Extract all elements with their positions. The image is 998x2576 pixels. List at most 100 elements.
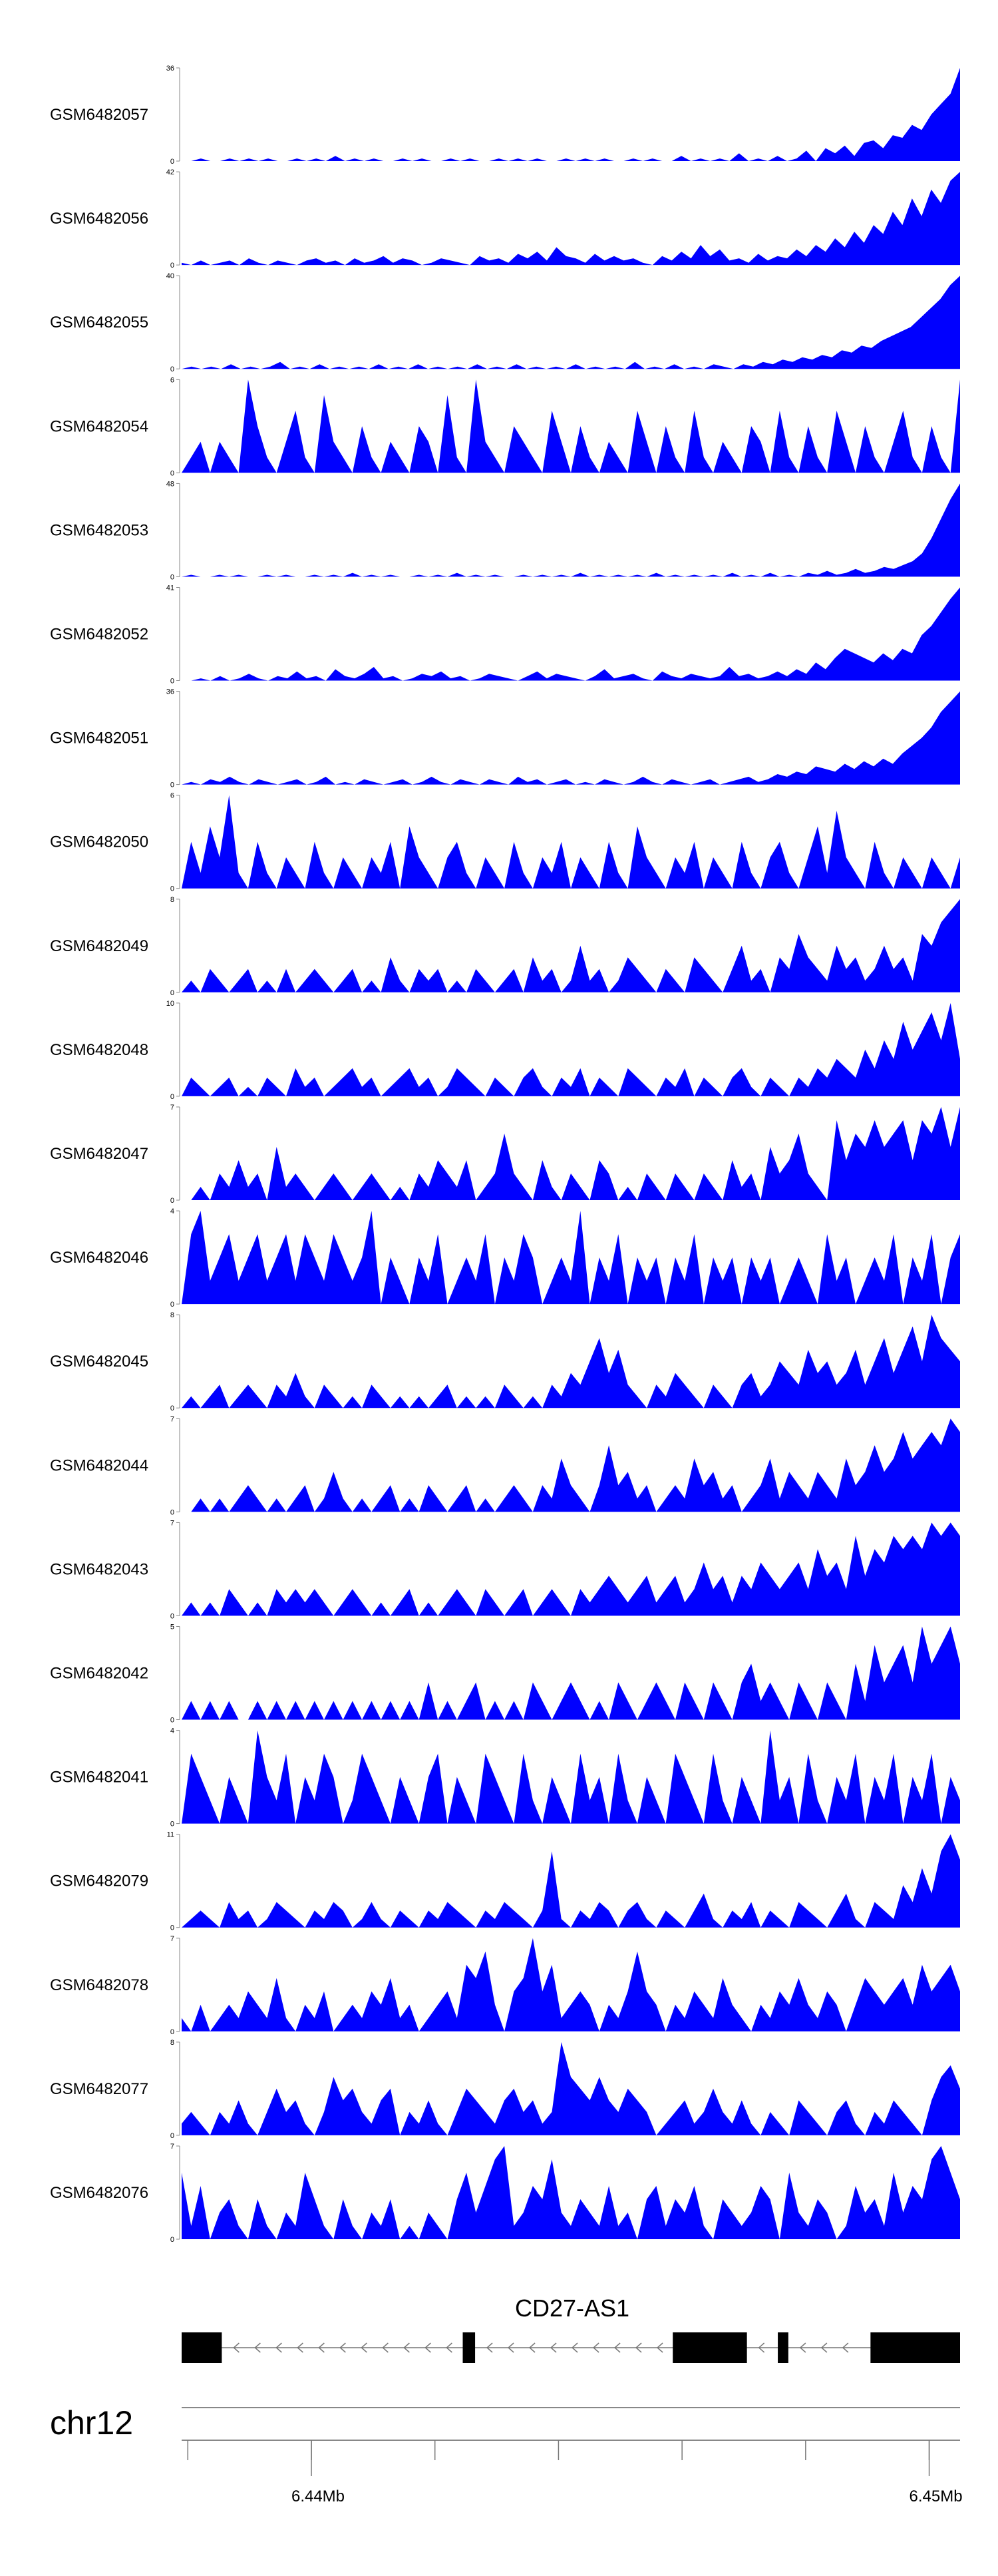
strand-arrow [361, 2342, 367, 2353]
y-max-label: 6 [170, 376, 174, 384]
coverage-area [182, 1730, 960, 1824]
chromosome-label: chr12 [50, 2404, 133, 2442]
y-max-label: 36 [166, 688, 174, 696]
track-label: GSM6482055 [50, 314, 148, 331]
track-label: GSM6482057 [50, 106, 148, 124]
strand-arrow [613, 2342, 621, 2353]
track-label: GSM6482047 [50, 1145, 148, 1163]
strand-arrow [820, 2342, 828, 2353]
track-GSM6482041: GSM6482041 4 0 [50, 1727, 960, 1828]
y-max-label: 41 [166, 584, 174, 592]
y-max-label: 4 [170, 1727, 174, 1735]
gene-label: CD27-AS1 [515, 2294, 629, 2322]
track-label: GSM6482048 [50, 1041, 148, 1059]
track-label: GSM6482054 [50, 417, 148, 435]
strand-arrow [403, 2342, 410, 2353]
track-GSM6482079: GSM6482079 11 0 [50, 1831, 960, 1932]
strand-arrow [446, 2342, 452, 2353]
y-min-label: 0 [170, 1301, 174, 1309]
y-max-label: 7 [170, 2143, 174, 2151]
track-GSM6482056: GSM6482056 42 0 [50, 168, 960, 270]
coverage-area [182, 1522, 960, 1616]
coverage-area [182, 276, 960, 369]
y-min-label: 0 [170, 781, 174, 789]
track-GSM6482051: GSM6482051 36 0 [50, 688, 960, 789]
y-max-label: 40 [166, 272, 174, 280]
track-GSM6482055: GSM6482055 40 0 [50, 272, 960, 373]
strand-arrow [233, 2342, 240, 2353]
coverage-area [182, 379, 960, 473]
y-min-label: 0 [170, 1404, 174, 1412]
track-GSM6482076: GSM6482076 7 0 [50, 2143, 960, 2244]
axis-tick-label: 6.44Mb [291, 2487, 345, 2505]
y-max-label: 7 [170, 1519, 174, 1527]
track-GSM6482049: GSM6482049 8 0 [50, 896, 960, 997]
y-max-label: 36 [166, 65, 174, 73]
track-GSM6482050: GSM6482050 6 0 [50, 792, 960, 893]
y-max-label: 8 [170, 896, 174, 904]
y-max-label: 48 [166, 480, 174, 488]
strand-arrow [842, 2342, 849, 2353]
track-label: GSM6482045 [50, 1353, 148, 1371]
strand-arrow [656, 2342, 663, 2353]
y-min-label: 0 [170, 1717, 174, 1725]
y-max-label: 42 [166, 168, 174, 176]
y-max-label: 5 [170, 1623, 174, 1631]
strand-arrow [297, 2342, 303, 2353]
y-min-label: 0 [170, 989, 174, 997]
coverage-area [182, 2041, 960, 2135]
y-min-label: 0 [170, 158, 174, 166]
y-min-label: 0 [170, 2132, 174, 2140]
y-max-label: 7 [170, 1104, 174, 1112]
coverage-area [182, 1315, 960, 1408]
genome-axis: 6.44Mb 6.45Mb [187, 2440, 963, 2505]
y-min-label: 0 [170, 1508, 174, 1516]
y-max-label: 4 [170, 1207, 174, 1215]
y-min-label: 0 [170, 1093, 174, 1101]
strand-arrow [382, 2342, 389, 2353]
coverage-area [182, 587, 960, 681]
y-min-label: 0 [170, 1821, 174, 1828]
exon [778, 2332, 788, 2363]
track-GSM6482047: GSM6482047 7 0 [50, 1104, 960, 1205]
track-GSM6482052: GSM6482052 41 0 [50, 584, 960, 686]
coverage-area [182, 68, 960, 161]
track-GSM6482046: GSM6482046 4 0 [50, 1207, 960, 1309]
coverage-area [182, 899, 960, 992]
strand-arrow [592, 2342, 599, 2353]
track-GSM6482057: GSM6482057 36 0 [50, 65, 960, 166]
strand-arrow [339, 2342, 346, 2353]
strand-arrow [799, 2342, 806, 2353]
coverage-tracks: GSM6482057360GSM6482056420GSM6482055400G… [50, 65, 960, 2244]
track-label: GSM6482079 [50, 1872, 148, 1890]
track-GSM6482077: GSM6482077 8 0 [50, 2039, 960, 2140]
track-label: GSM6482043 [50, 1560, 148, 1578]
track-GSM6482048: GSM6482048 10 0 [50, 1000, 960, 1101]
strand-arrow [550, 2342, 557, 2353]
track-GSM6482053: GSM6482053 48 0 [50, 480, 960, 581]
track-label: GSM6482052 [50, 626, 148, 644]
y-min-label: 0 [170, 573, 174, 581]
y-max-label: 7 [170, 1935, 174, 1943]
track-label: GSM6482076 [50, 2184, 148, 2202]
coverage-area [182, 1211, 960, 1305]
y-max-label: 7 [170, 1415, 174, 1423]
track-GSM6482043: GSM6482043 7 0 [50, 1519, 960, 1620]
y-max-label: 8 [170, 2039, 174, 2047]
strand-arrow [275, 2342, 282, 2353]
strand-arrow [486, 2342, 493, 2353]
track-label: GSM6482051 [50, 730, 148, 748]
track-label: GSM6482050 [50, 833, 148, 851]
strand-arrow [318, 2342, 325, 2353]
y-min-label: 0 [170, 262, 174, 270]
coverage-area [182, 1938, 960, 2032]
track-label: GSM6482046 [50, 1249, 148, 1267]
track-GSM6482045: GSM6482045 8 0 [50, 1311, 960, 1412]
y-min-label: 0 [170, 678, 174, 686]
exon [462, 2332, 476, 2363]
track-label: GSM6482077 [50, 2080, 148, 2098]
track-label: GSM6482053 [50, 521, 148, 539]
coverage-area [182, 483, 960, 577]
track-GSM6482044: GSM6482044 7 0 [50, 1415, 960, 1516]
y-min-label: 0 [170, 365, 174, 373]
